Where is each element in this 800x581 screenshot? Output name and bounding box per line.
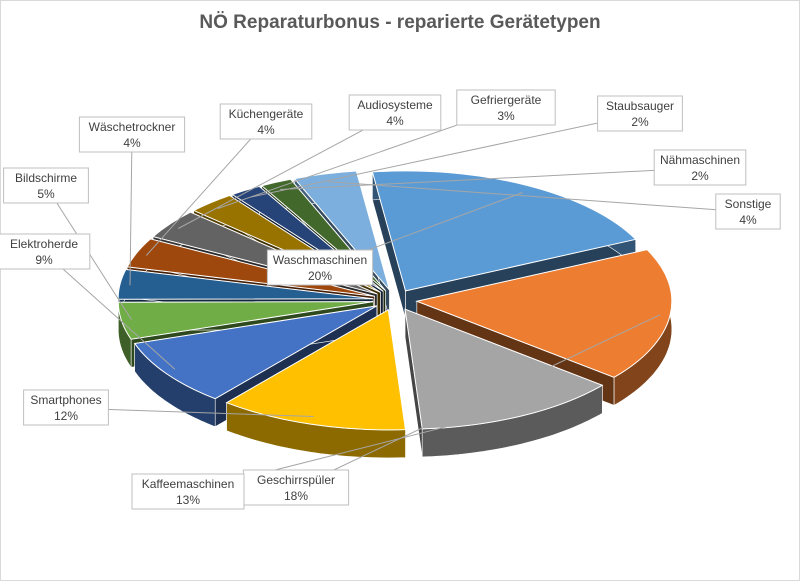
chart-title: NÖ Reparaturbonus - reparierte Gerätetyp… bbox=[199, 12, 601, 33]
data-label-5: Bildschirme 5% bbox=[3, 167, 89, 204]
data-label-2: Kaffeemaschinen 13% bbox=[131, 473, 245, 510]
label-category: Smartphones bbox=[30, 393, 101, 407]
data-label-4: Elektroherde 9% bbox=[0, 233, 91, 270]
data-label-11: Nähmaschinen 2% bbox=[653, 149, 747, 186]
data-label-0: Waschmaschinen 20% bbox=[266, 249, 374, 286]
leader-line-1 bbox=[295, 314, 661, 489]
leader-line-7 bbox=[145, 121, 267, 256]
label-percent: 4% bbox=[257, 123, 275, 137]
label-box bbox=[23, 389, 109, 426]
label-box bbox=[456, 89, 556, 126]
leader-line-12 bbox=[327, 181, 749, 213]
label-percent: 12% bbox=[54, 409, 78, 423]
data-label-9: Gefriergeräte 3% bbox=[456, 89, 556, 126]
label-percent: 9% bbox=[35, 253, 53, 267]
pie-slice-elektroherde bbox=[133, 305, 378, 400]
label-percent: 3% bbox=[497, 109, 515, 123]
label-category: Bildschirme bbox=[15, 171, 77, 185]
label-category: Geschirrspüler bbox=[257, 473, 335, 487]
label-box bbox=[715, 193, 781, 230]
label-percent: 20% bbox=[308, 269, 332, 283]
label-percent: 18% bbox=[284, 489, 308, 503]
label-percent: 4% bbox=[386, 114, 404, 128]
data-label-10: Staubsauger 2% bbox=[597, 95, 683, 132]
label-category: Küchengeräte bbox=[229, 107, 304, 121]
label-category: Gefriergeräte bbox=[471, 93, 542, 107]
pie-slice-geschirrsp-ler bbox=[415, 249, 673, 378]
label-category: Audiosysteme bbox=[357, 98, 433, 112]
label-percent: 4% bbox=[739, 213, 757, 227]
label-category: Nähmaschinen bbox=[660, 153, 740, 167]
data-label-8: Audiosysteme 4% bbox=[348, 94, 442, 131]
label-box bbox=[78, 116, 186, 153]
label-box bbox=[3, 167, 89, 204]
data-label-1: Geschirrspüler 18% bbox=[242, 469, 350, 506]
label-box bbox=[131, 473, 245, 510]
label-box bbox=[653, 149, 747, 186]
label-box bbox=[242, 469, 350, 506]
label-category: Elektroherde bbox=[10, 237, 78, 251]
label-category: Kaffeemaschinen bbox=[142, 477, 235, 491]
data-label-3: Smartphones 12% bbox=[23, 389, 109, 426]
data-labels: Waschmaschinen 20% Geschirrspüler 18% Kaffee… bbox=[0, 89, 781, 510]
label-category: Staubsauger bbox=[606, 99, 674, 113]
leader-line-11 bbox=[280, 167, 701, 190]
data-label-12: Sonstige 4% bbox=[715, 193, 781, 230]
data-label-7: Küchengeräte 4% bbox=[219, 103, 313, 140]
label-category: Wäschetrockner bbox=[89, 120, 176, 134]
pie-slice-smartphones bbox=[225, 309, 407, 431]
leader-line-8 bbox=[178, 112, 396, 229]
label-box bbox=[348, 94, 442, 131]
pie-slice-waschmaschinen bbox=[371, 170, 637, 292]
label-category: Sonstige bbox=[725, 197, 772, 211]
label-percent: 4% bbox=[123, 136, 141, 150]
data-label-6: Wäschetrockner 4% bbox=[78, 116, 186, 153]
leader-line-10 bbox=[250, 113, 641, 198]
label-percent: 13% bbox=[176, 493, 200, 507]
label-percent: 5% bbox=[37, 187, 55, 201]
label-box bbox=[0, 233, 91, 270]
label-box bbox=[597, 95, 683, 132]
leader-line-6 bbox=[129, 134, 133, 286]
label-percent: 2% bbox=[691, 169, 709, 183]
label-percent: 2% bbox=[631, 115, 649, 129]
label-box bbox=[266, 249, 374, 286]
leader-line-4 bbox=[43, 251, 176, 370]
label-box bbox=[219, 103, 313, 140]
label-category: Waschmaschinen bbox=[273, 253, 367, 267]
